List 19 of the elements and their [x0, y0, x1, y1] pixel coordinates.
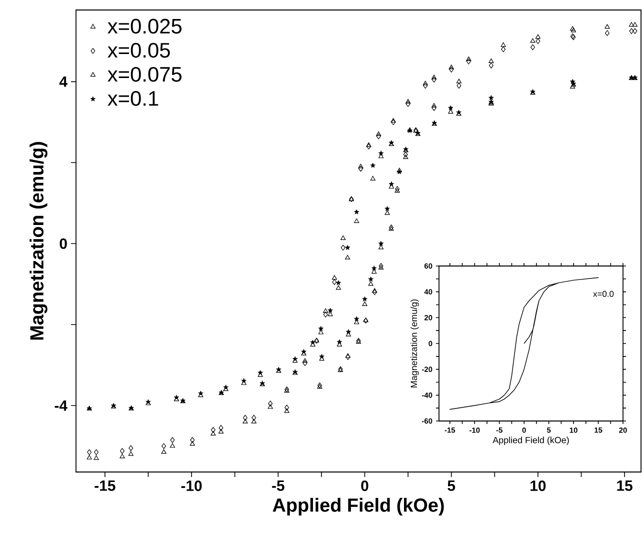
x-tick-label: 5 — [448, 480, 456, 491]
x-tick-label: -5 — [272, 480, 284, 491]
x-tick-label: -15 — [94, 480, 116, 491]
x-tick-label: 10 — [530, 480, 546, 492]
legend-label: x=0.05 — [108, 42, 170, 58]
y-axis-title: Magnetization (emu/g) — [30, 142, 48, 340]
x-tick-label: -10 — [181, 480, 202, 492]
legend-label: x=0.0 — [593, 290, 614, 297]
legend-label: x=0.075 — [108, 66, 182, 82]
x-tick-label: 0 — [361, 480, 368, 492]
legend-label: x=0.025 — [108, 18, 182, 34]
x-axis-title: Applied Field (kOe) — [492, 436, 569, 446]
x-tick-label: 15 — [617, 480, 632, 491]
y-tick-label: -4 — [54, 400, 68, 411]
x-axis-title: Applied Field (kOe) — [272, 498, 444, 516]
y-tick-label: 4 — [59, 76, 68, 87]
legend-label: x=0.1 — [108, 91, 158, 106]
y-tick-label: 0 — [60, 238, 67, 249]
y-axis-title: Magnetization (emu/g) — [410, 299, 419, 388]
